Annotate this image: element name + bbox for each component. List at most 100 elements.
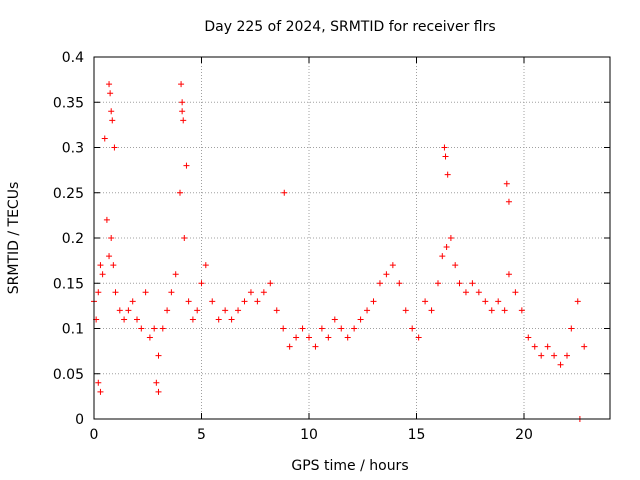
data-point [151, 325, 158, 332]
data-point [194, 307, 201, 314]
data-point [525, 334, 532, 341]
data-point [95, 379, 102, 386]
data-point [501, 307, 508, 314]
y-tick-label: 0.1 [62, 322, 84, 338]
data-point [198, 280, 205, 287]
data-point [202, 262, 209, 269]
data-point [177, 189, 183, 196]
data-point [338, 325, 345, 332]
data-point [159, 325, 166, 332]
data-point [241, 298, 248, 305]
data-point [344, 334, 351, 341]
axis-ticks: 0 5 10 15 20 0 0.05 0.1 0.15 0.2 0.25 0.3 0.35 0.4 [53, 50, 610, 443]
data-point [331, 316, 338, 323]
data-point [168, 289, 175, 296]
data-point [129, 298, 136, 305]
data-point [557, 361, 564, 368]
data-point [383, 271, 390, 278]
data-point [179, 99, 186, 106]
data-point [235, 307, 242, 314]
data-point [109, 117, 116, 124]
data-point [273, 307, 280, 314]
data-point [415, 334, 422, 341]
data-point [112, 289, 119, 296]
data-point [505, 271, 512, 278]
y-tick-label: 0.25 [53, 186, 84, 202]
data-point [286, 343, 293, 350]
data-point [281, 189, 288, 196]
data-point [475, 289, 482, 296]
data-point [299, 325, 306, 332]
data-point [568, 325, 575, 332]
data-point [370, 298, 377, 305]
chart-title: Day 225 of 2024, SRMTID for receiver flr… [204, 19, 495, 35]
data-point [222, 307, 229, 314]
data-point [146, 334, 153, 341]
data-point [99, 271, 106, 278]
data-point [376, 280, 383, 287]
data-point [435, 280, 441, 287]
data-point [108, 108, 115, 115]
data-point [181, 235, 188, 241]
data-point [531, 343, 538, 350]
data-point [441, 144, 448, 151]
data-points [91, 81, 588, 422]
data-point [110, 262, 117, 269]
data-point [318, 325, 325, 332]
y-tick-label: 0 [75, 412, 84, 428]
data-point [306, 334, 312, 341]
data-point [209, 298, 216, 305]
data-point [447, 235, 454, 241]
x-tick-label: 0 [90, 427, 99, 443]
y-tick-label: 0.3 [62, 141, 84, 157]
data-point [462, 289, 469, 296]
data-point [396, 280, 403, 287]
data-point [503, 180, 510, 187]
data-point [505, 198, 512, 205]
data-point [153, 379, 160, 386]
data-point [142, 289, 149, 296]
x-tick-label: 10 [300, 427, 318, 443]
data-point [260, 289, 267, 296]
data-point [180, 117, 187, 124]
data-point [111, 144, 118, 151]
plot-frame [93, 56, 611, 420]
data-point [564, 352, 570, 359]
data-point [164, 307, 171, 314]
x-axis-label: GPS time / hours [291, 458, 408, 474]
data-point [185, 298, 192, 305]
data-point [442, 153, 449, 160]
data-point [179, 108, 186, 115]
y-tick-label: 0.35 [53, 95, 84, 111]
data-point [469, 280, 476, 287]
data-point [106, 253, 113, 260]
data-point [444, 171, 451, 178]
data-point [215, 316, 222, 323]
data-point [518, 307, 525, 314]
data-point [512, 289, 519, 296]
data-point [574, 298, 581, 305]
data-point [125, 307, 132, 314]
data-point [482, 298, 489, 305]
y-axis-label: SRMTID / TECUs [6, 182, 22, 295]
data-point [134, 316, 140, 323]
data-point [293, 334, 300, 341]
data-point [495, 298, 502, 305]
x-tick-label: 20 [515, 427, 533, 443]
y-tick-label: 0.2 [62, 231, 84, 247]
data-point [116, 307, 123, 314]
data-point [452, 262, 459, 269]
data-point [107, 90, 114, 97]
data-point [178, 81, 185, 88]
y-tick-label: 0.15 [53, 276, 84, 292]
data-point [364, 307, 371, 314]
data-point [581, 343, 588, 350]
data-point [138, 325, 145, 332]
y-tick-label: 0.4 [62, 50, 84, 66]
data-point [108, 235, 115, 241]
data-point [247, 289, 254, 296]
data-point [422, 298, 429, 305]
y-tick-label: 0.05 [53, 367, 84, 383]
